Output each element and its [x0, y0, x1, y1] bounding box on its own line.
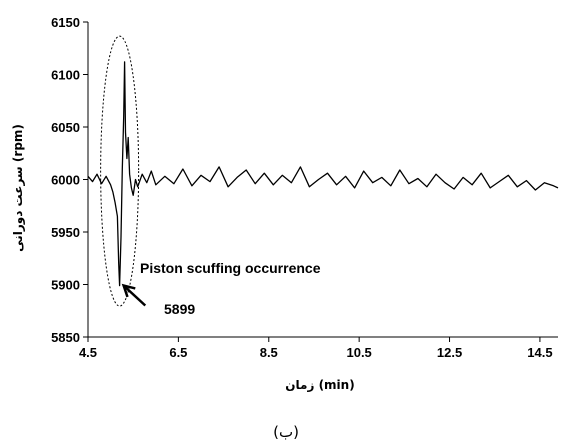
y-tick-label: 6100: [51, 68, 80, 83]
x-tick-label: 14.5: [527, 345, 552, 360]
x-tick-label: 8.5: [260, 345, 278, 360]
y-tick-label: 6150: [51, 15, 80, 30]
y-tick-label: 5850: [51, 330, 80, 345]
x-tick-label: 12.5: [437, 345, 462, 360]
x-axis-title: زمان (min): [285, 378, 354, 392]
series-line: [87, 61, 559, 287]
x-tick-label: 4.5: [79, 345, 97, 360]
y-tick-label: 6050: [51, 120, 80, 135]
annotation-scuffing: Piston scuffing occurrence: [140, 260, 321, 276]
x-tick-label: 6.5: [169, 345, 187, 360]
highlight-ellipse: [100, 35, 140, 307]
y-tick-label: 6000: [51, 173, 80, 188]
y-axis-title: سرعت دورانی (rpm): [11, 124, 26, 252]
figure-caption: (ب): [273, 423, 299, 441]
y-tick-label: 5950: [51, 225, 80, 240]
annotation-arrowhead: [121, 283, 136, 298]
annotation-arrow: [122, 284, 147, 307]
y-tick-label: 5900: [51, 278, 80, 293]
annotation-min-value: 5899: [164, 301, 195, 317]
x-tick-label: 10.5: [346, 345, 371, 360]
